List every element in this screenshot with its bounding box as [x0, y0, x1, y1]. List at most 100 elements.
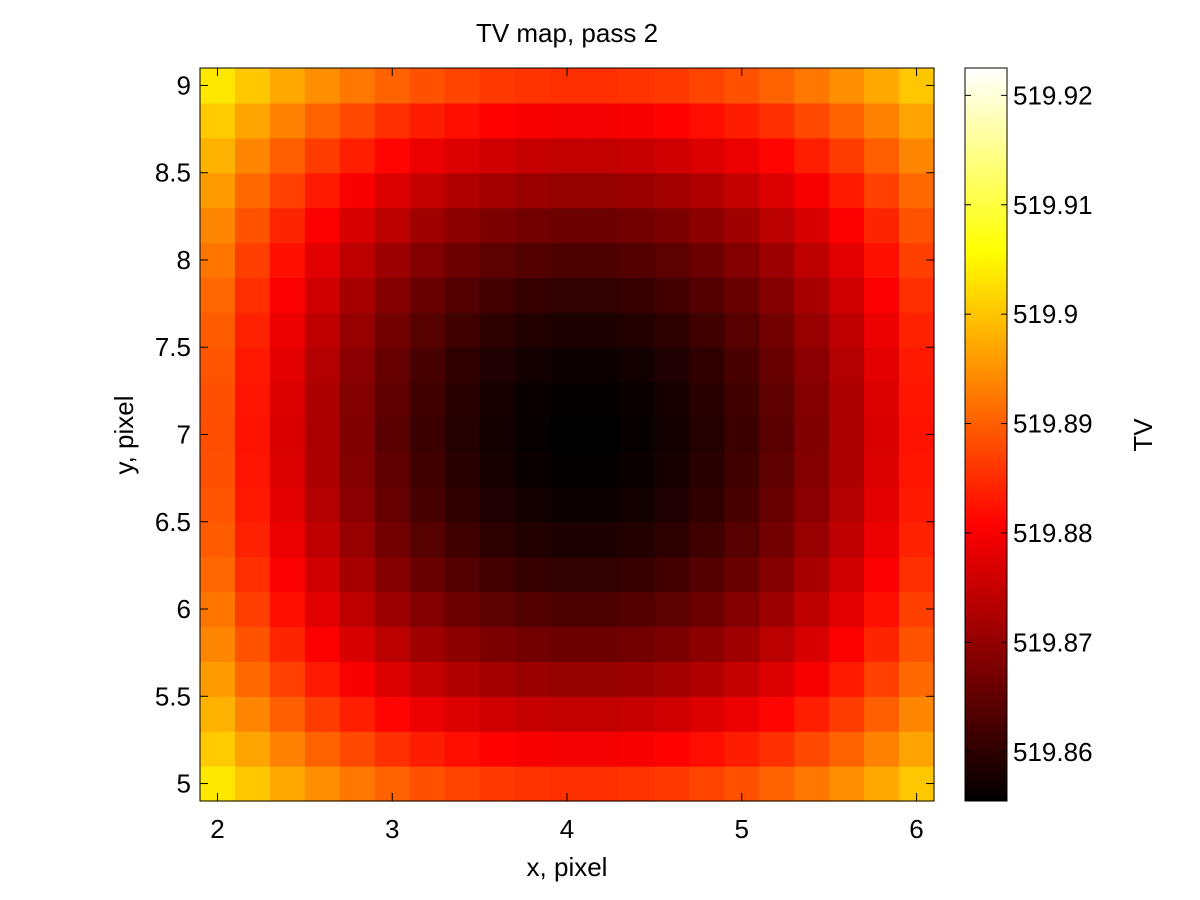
heatmap-cell [864, 207, 900, 244]
heatmap-cell [829, 591, 865, 628]
heatmap-cell [759, 137, 795, 174]
heatmap-cell [200, 382, 236, 418]
heatmap-cell [234, 696, 271, 732]
heatmap-cell [724, 417, 760, 453]
heatmap-cell [234, 417, 271, 453]
heatmap-cell [654, 521, 690, 558]
heatmap-cell [584, 137, 621, 174]
heatmap-cell [899, 172, 935, 209]
heatmap-cell [444, 277, 481, 313]
heatmap-cell [269, 68, 306, 104]
heatmap-cell [514, 417, 551, 453]
heatmap-cell [794, 766, 830, 802]
heatmap-cell [864, 172, 900, 209]
heatmap-cell [864, 696, 900, 732]
heatmap-cell [479, 102, 516, 139]
heatmap-cell [479, 68, 516, 104]
heatmap-cell [899, 347, 935, 383]
heatmap-cell [619, 696, 655, 732]
heatmap-cell [549, 277, 586, 313]
heatmap-cell [269, 591, 306, 628]
heatmap-cell [794, 102, 830, 139]
heatmap-cell [234, 556, 271, 593]
heatmap-cell [829, 451, 865, 488]
heatmap-cell [724, 451, 760, 488]
heatmap-cell [654, 68, 690, 104]
heatmap-cell [724, 102, 760, 139]
heatmap-cell [514, 172, 551, 209]
heatmap-cell [374, 242, 411, 279]
heatmap-cell [549, 417, 586, 453]
heatmap-cell [269, 766, 306, 802]
heatmap-cell [269, 696, 306, 732]
heatmap-cell [794, 137, 830, 174]
heatmap-cell [724, 277, 760, 313]
heatmap-cell [234, 68, 271, 104]
heatmap-cell [794, 347, 830, 383]
heatmap-cell [619, 417, 655, 453]
chart-title: TV map, pass 2 [476, 18, 658, 48]
heatmap-cell [899, 102, 935, 139]
y-axis: 5 5.5 6 6.5 7 7.5 8 8.5 9 [155, 70, 934, 799]
heatmap-cell [269, 242, 306, 279]
y-tick-label: 7 [177, 420, 191, 450]
heatmap-cell [549, 731, 586, 767]
heatmap-cell [374, 207, 411, 244]
heatmap-cell [339, 102, 376, 139]
heatmap-cell [234, 766, 271, 802]
heatmap-cell [619, 347, 655, 383]
heatmap-cell [444, 137, 481, 174]
heatmap-cell [654, 731, 690, 767]
heatmap-cell [724, 207, 760, 244]
heatmap-cell [479, 661, 516, 697]
heatmap-cell [304, 312, 341, 348]
heatmap-cell [689, 417, 725, 453]
heatmap-cell [479, 766, 516, 802]
heatmap-cell [339, 312, 376, 348]
heatmap-cell [689, 137, 725, 174]
heatmap-cell [794, 556, 830, 593]
heatmap-cell [514, 556, 551, 593]
heatmap-cell [759, 486, 795, 523]
colorbar-tick-label: 519.92 [1013, 80, 1093, 110]
heatmap-cell [200, 347, 236, 383]
heatmap-cell [584, 312, 621, 348]
heatmap-cell [479, 347, 516, 383]
heatmap-cell [794, 312, 830, 348]
heatmap-cell [444, 766, 481, 802]
heatmap-cell [864, 137, 900, 174]
heatmap-cell [759, 591, 795, 628]
heatmap-cell [409, 102, 446, 139]
heatmap-cell [269, 207, 306, 244]
heatmap-cell [304, 626, 341, 662]
heatmap-cell [584, 731, 621, 767]
heatmap-cell [654, 137, 690, 174]
heatmap-cell [444, 382, 481, 418]
heatmap-cell [899, 312, 935, 348]
heatmap-cell [619, 521, 655, 558]
heatmap-cell [759, 312, 795, 348]
heatmap-cell [759, 626, 795, 662]
heatmap-cell [829, 556, 865, 593]
heatmap-cell [269, 277, 306, 313]
heatmap-cell [759, 731, 795, 767]
heatmap-cell [514, 661, 551, 697]
heatmap-cell [514, 207, 551, 244]
heatmap-cell [444, 591, 481, 628]
heatmap-cell [829, 172, 865, 209]
heatmap-cell [724, 486, 760, 523]
heatmap-cell [584, 696, 621, 732]
heatmap-cell [724, 661, 760, 697]
colorbar-label: TV [1128, 418, 1158, 452]
heatmap-cell [479, 626, 516, 662]
heatmap-cell [689, 556, 725, 593]
heatmap-cell [200, 207, 236, 244]
heatmap-cell [619, 766, 655, 802]
heatmap-cell [549, 696, 586, 732]
y-tick-label: 5 [177, 769, 191, 799]
heatmap-cell [549, 382, 586, 418]
heatmap-cell [619, 312, 655, 348]
heatmap-cell [409, 731, 446, 767]
heatmap-cell [200, 102, 236, 139]
heatmap-cell [689, 382, 725, 418]
